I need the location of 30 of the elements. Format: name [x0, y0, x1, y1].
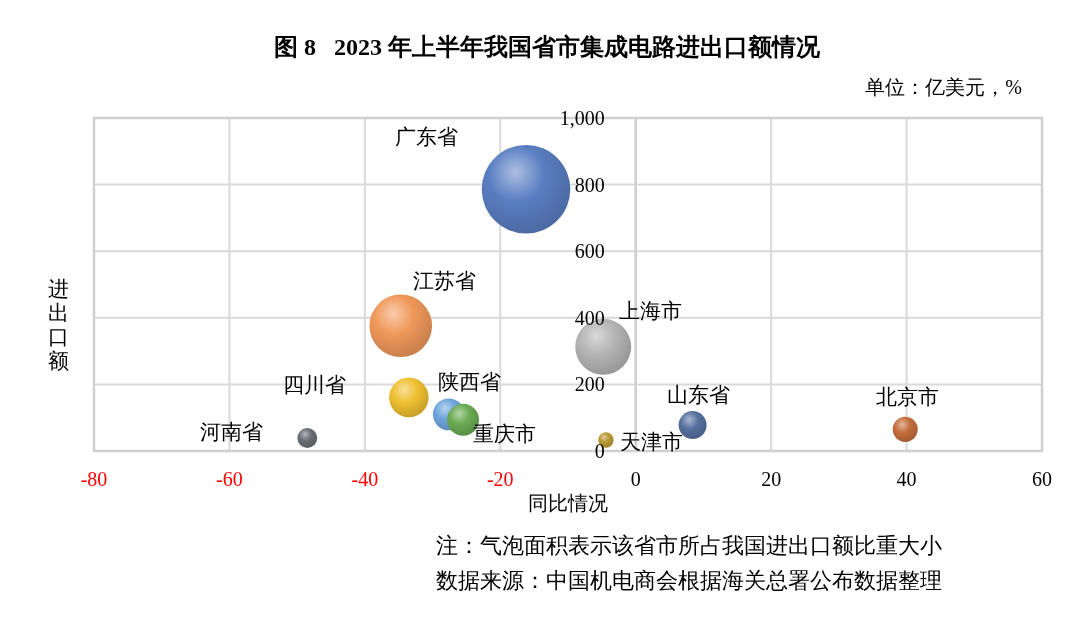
series-label: 四川省: [283, 373, 347, 398]
source-note: 数据来源：中国机电商会根据海关总署公布数据整理: [436, 567, 942, 593]
x-tick-label: 20: [761, 468, 782, 490]
x-tick-label: -20: [486, 468, 514, 490]
y-tick-label: 200: [574, 373, 605, 396]
series-label: 天津市: [620, 430, 684, 454]
y-tick-label: 1,000: [559, 107, 605, 129]
x-tick-label: -60: [216, 468, 243, 490]
y-tick-label: 800: [574, 173, 605, 196]
annotation: 注：气泡面积表示该省市所占我国进出口额比重大小: [436, 532, 942, 558]
series-label: 江苏省: [413, 268, 477, 293]
chart-title: 图 8 2023 年上半年我国省市集成电路进出口额情况: [274, 34, 821, 60]
y-axis-title: 进出口额: [47, 276, 69, 373]
series-label: 北京市: [875, 385, 939, 410]
x-tick-label: 0: [630, 468, 641, 490]
x-tick-label: 40: [896, 468, 917, 490]
series-label: 河南省: [199, 420, 263, 444]
chart-subtitle: 单位：亿美元，%: [865, 76, 1022, 98]
x-tick-label: -40: [351, 468, 379, 490]
series-label: 山东省: [667, 383, 731, 408]
x-tick-label: 60: [1032, 468, 1052, 490]
x-axis-title: 同比情况: [528, 492, 608, 514]
y-tick-label: 0: [594, 440, 605, 462]
y-tick-label: 600: [574, 240, 605, 263]
y-tick-label: 400: [574, 306, 605, 329]
series-label: 陕西省: [438, 370, 502, 395]
series-label: 广东省: [394, 125, 458, 150]
series-label: 重庆市: [472, 421, 536, 446]
series-label: 上海市: [618, 298, 682, 323]
x-tick-label: -80: [80, 468, 108, 490]
